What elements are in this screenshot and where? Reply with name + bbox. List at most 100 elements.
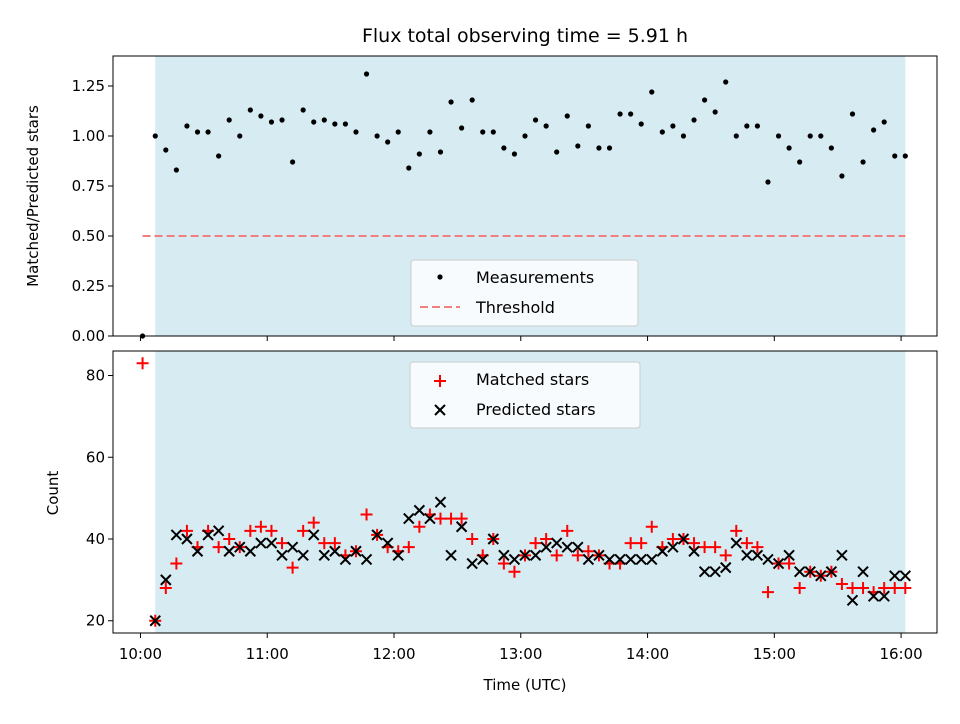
predicted-star-point bbox=[603, 553, 616, 566]
legend-predicted-label: Predicted stars bbox=[476, 400, 596, 419]
predicted-star-point bbox=[825, 565, 838, 578]
bottom-legend-box bbox=[409, 361, 641, 429]
measurement-point bbox=[342, 121, 349, 127]
measurement-point bbox=[237, 133, 243, 139]
matched-star-point bbox=[709, 541, 722, 554]
predicted-star-point bbox=[212, 525, 225, 537]
predicted-star-point bbox=[741, 549, 753, 562]
predicted-star-point bbox=[751, 549, 764, 562]
bottom-x-ticks: 10:00 11:00 12:00 13:00 14:00 15:00 16:00 bbox=[119, 633, 923, 663]
measurement-point bbox=[775, 133, 782, 139]
predicted-star-point bbox=[762, 553, 774, 566]
matched-star-point bbox=[751, 541, 764, 554]
matched-star-point bbox=[244, 524, 257, 537]
matched-star-point bbox=[899, 582, 912, 595]
matched-star-point bbox=[276, 537, 289, 550]
measurement-point bbox=[670, 123, 676, 129]
predicted-star-point bbox=[498, 549, 510, 562]
measurement-point bbox=[311, 119, 317, 125]
predicted-star-point bbox=[804, 565, 816, 578]
predicted-star-point bbox=[878, 590, 890, 602]
legend-measurements-label: Measurements bbox=[476, 268, 594, 287]
matched-star-point bbox=[846, 582, 859, 595]
legend-threshold-label: Threshold bbox=[475, 298, 555, 317]
measurement-point bbox=[860, 159, 866, 165]
measurement-point bbox=[723, 79, 729, 85]
predicted-star-point bbox=[614, 553, 626, 566]
matched-star-point bbox=[434, 512, 447, 525]
predicted-star-point bbox=[308, 529, 320, 541]
y-tick-label: 60 bbox=[86, 448, 105, 466]
matched-star-point bbox=[360, 508, 373, 521]
measurement-point bbox=[353, 129, 359, 135]
bottom-y-ticks: 20 40 60 80 bbox=[86, 367, 113, 630]
measurement-point bbox=[807, 133, 813, 139]
predicted-star-point bbox=[857, 565, 869, 578]
measurement-point bbox=[786, 145, 792, 151]
top-x-ticks bbox=[139, 336, 902, 341]
matched-star-point bbox=[571, 549, 584, 562]
matched-star-point bbox=[666, 533, 679, 545]
bottom-plot-frame bbox=[112, 350, 938, 634]
measurement-point bbox=[448, 99, 454, 105]
matched-star-point bbox=[761, 586, 774, 599]
matched-star-point bbox=[529, 537, 542, 550]
measurement-point bbox=[828, 145, 834, 151]
measurement-point bbox=[395, 129, 401, 135]
measurement-point bbox=[279, 117, 285, 123]
predicted-star-point bbox=[297, 549, 309, 562]
predicted-star-point bbox=[360, 553, 373, 566]
measurement-point bbox=[194, 129, 201, 135]
measurement-point bbox=[818, 133, 824, 139]
predicted-star-point bbox=[202, 529, 214, 541]
measurement-point bbox=[480, 129, 486, 135]
matched-star-point bbox=[730, 524, 743, 537]
measurement-point bbox=[374, 133, 380, 139]
predicted-star-point bbox=[529, 549, 542, 562]
predicted-star-point bbox=[572, 541, 584, 553]
measurement-point bbox=[744, 123, 750, 129]
measurement-point bbox=[849, 111, 856, 117]
predicted-star-point bbox=[371, 529, 383, 541]
measurement-point bbox=[268, 119, 275, 125]
matched-star-point bbox=[466, 533, 479, 545]
measurement-point bbox=[902, 153, 908, 159]
matched-star-point bbox=[635, 537, 648, 550]
y-tick-label: 1.25 bbox=[72, 77, 105, 95]
top-plot-frame bbox=[112, 55, 938, 337]
x-tick-label: 14:00 bbox=[626, 645, 669, 663]
matched-star-point bbox=[550, 549, 563, 562]
measurement-point bbox=[321, 117, 327, 123]
predicted-star-point bbox=[455, 521, 468, 533]
predicted-star-point bbox=[540, 541, 552, 553]
y-tick-label: 20 bbox=[86, 612, 105, 630]
y-tick-label: 0.50 bbox=[72, 227, 105, 245]
measurement-point bbox=[606, 145, 613, 151]
matched-star-point bbox=[582, 545, 595, 558]
predicted-star-point bbox=[846, 594, 859, 607]
measurement-point bbox=[247, 107, 253, 113]
x-axis-label: Time (UTC) bbox=[483, 676, 567, 694]
predicted-star-point bbox=[815, 570, 827, 582]
matched-star-point bbox=[286, 561, 299, 574]
matched-star-point bbox=[835, 577, 848, 590]
matched-star-point bbox=[540, 533, 553, 545]
measurement-point bbox=[585, 123, 591, 129]
measurement-point bbox=[459, 125, 465, 131]
matched-star-point bbox=[318, 537, 331, 550]
predicted-star-point bbox=[234, 541, 246, 553]
measurement-point bbox=[839, 173, 845, 179]
matched-star-point bbox=[888, 582, 901, 595]
matched-star-point bbox=[254, 520, 267, 533]
y-tick-label: 0.75 bbox=[72, 177, 105, 195]
matched-star-point bbox=[508, 565, 521, 578]
measurement-point bbox=[184, 123, 190, 129]
measurement-point bbox=[152, 133, 158, 139]
predicted-star-point bbox=[519, 549, 531, 562]
matched-star-point bbox=[783, 557, 796, 570]
matched-star-point bbox=[413, 520, 426, 533]
predicted-star-point bbox=[286, 541, 299, 553]
measurement-point bbox=[300, 107, 306, 113]
